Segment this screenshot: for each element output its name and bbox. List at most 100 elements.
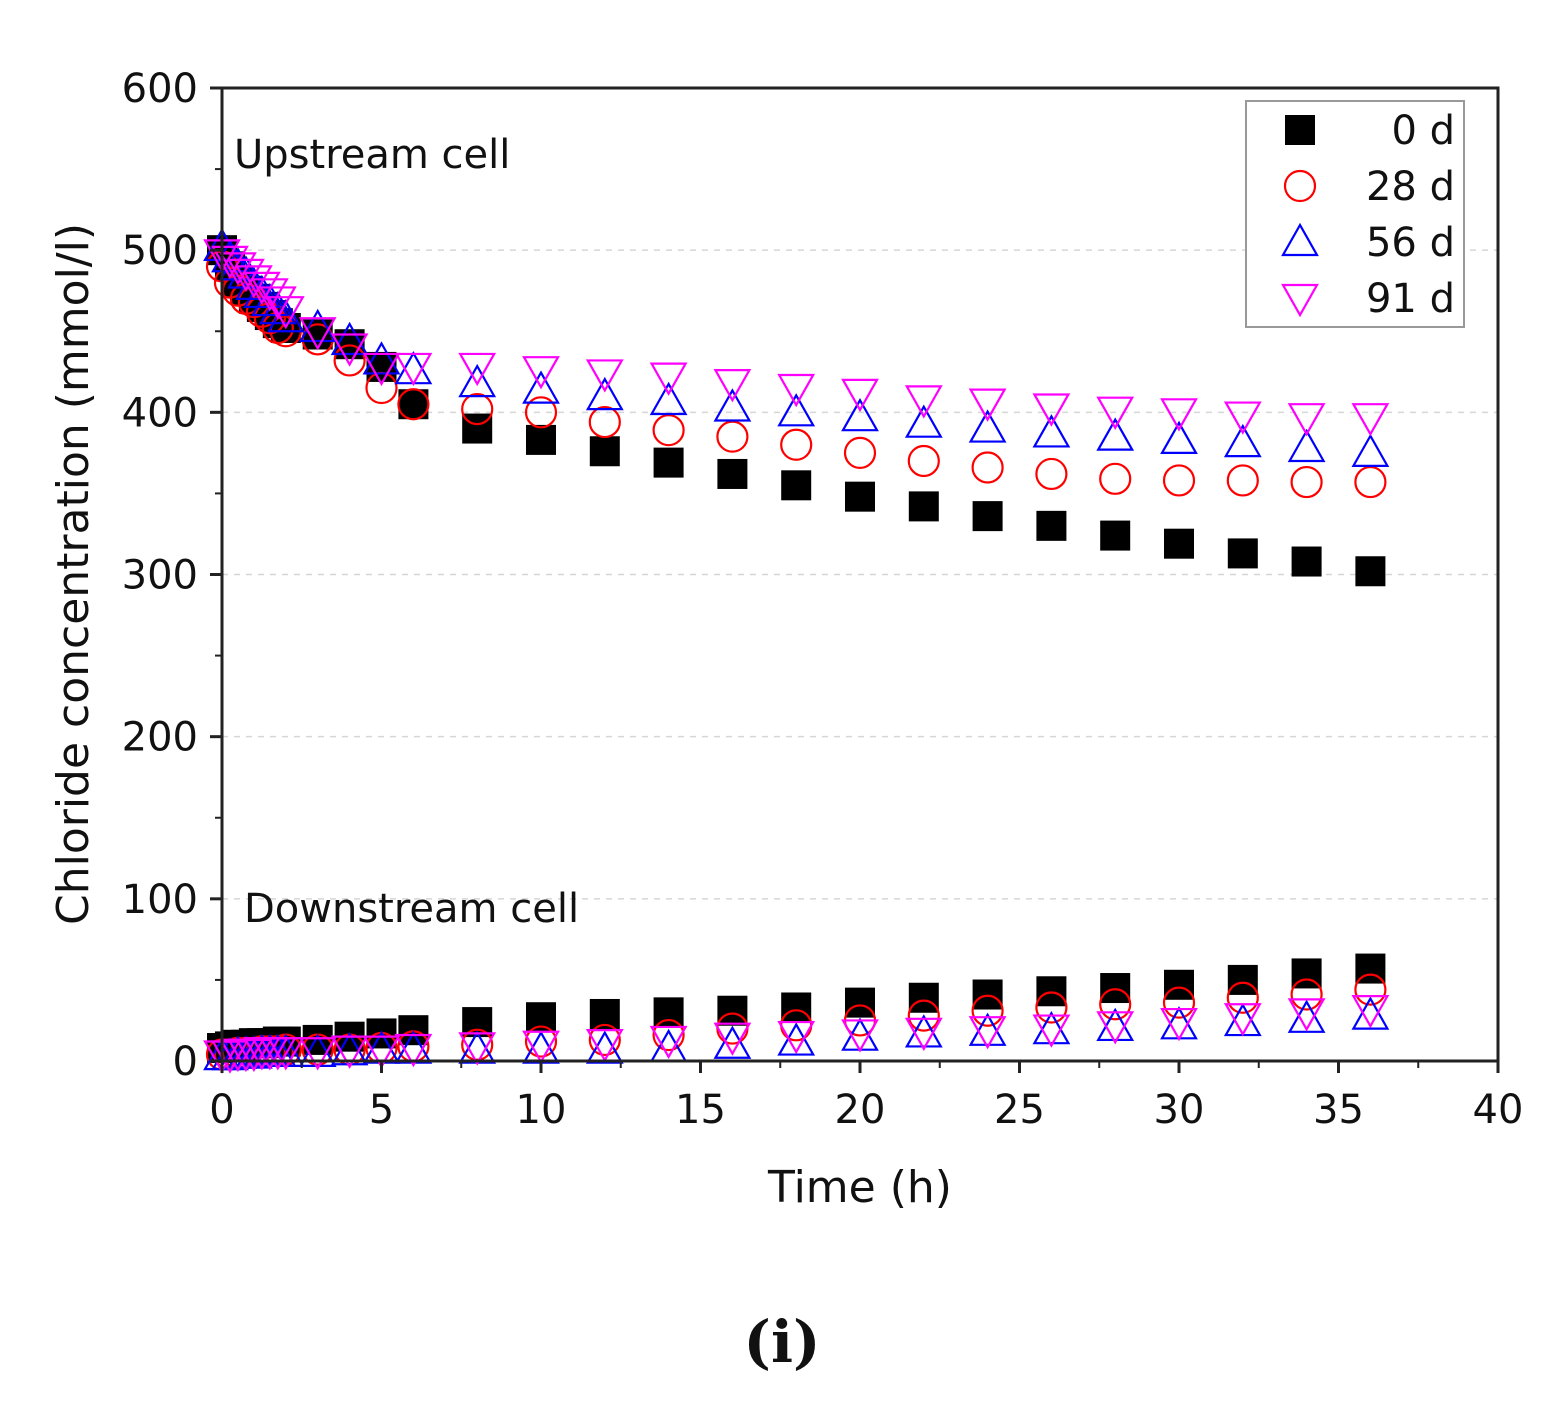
point-0d-downstream-21 — [972, 979, 1003, 1010]
point-28d-upstream-19 — [843, 436, 877, 469]
point-28d-downstream-21 — [971, 994, 1004, 1027]
point-0d-upstream-14 — [526, 424, 556, 455]
point-0d-upstream-25 — [1227, 538, 1258, 569]
point-28d-upstream-12 — [397, 388, 430, 421]
point-56d-upstream-25 — [1223, 423, 1262, 458]
x-tick-label-0: 0 — [209, 1087, 234, 1133]
point-91d-upstream-25 — [1223, 401, 1262, 435]
point-56d-downstream-18 — [777, 1022, 816, 1056]
legend-box — [1245, 100, 1465, 328]
point-91d-upstream-20 — [904, 385, 943, 419]
y-tick-label-6: 600 — [122, 66, 198, 112]
point-56d-upstream-5 — [242, 274, 281, 309]
legend-marker-0 — [1285, 115, 1315, 145]
legend: 0 d 28 d 56 d 91 d — [1245, 100, 1465, 328]
x-tick-label-4: 20 — [835, 1087, 886, 1133]
point-91d-downstream-10 — [330, 1035, 369, 1069]
point-91d-upstream-21 — [968, 388, 1007, 422]
point-91d-downstream-19 — [841, 1019, 879, 1053]
point-91d-downstream-12 — [394, 1033, 433, 1068]
x-tick-label-1: 5 — [369, 1087, 394, 1133]
point-28d-downstream-15 — [588, 1023, 621, 1057]
point-56d-upstream-12 — [394, 350, 433, 385]
point-91d-downstream-8 — [266, 1037, 305, 1071]
series-91d — [203, 239, 1390, 1074]
x-tick-label-6: 30 — [1154, 1087, 1205, 1133]
point-91d-downstream-13 — [458, 1032, 497, 1066]
point-28d-upstream-23 — [1099, 462, 1132, 495]
point-0d-downstream-23 — [1100, 973, 1131, 1004]
point-0d-downstream-19 — [845, 987, 875, 1018]
point-0d-upstream-20 — [908, 491, 939, 522]
series-0d — [207, 235, 1386, 1064]
point-28d-upstream-17 — [716, 420, 749, 453]
legend-label-1: 28 d — [1366, 164, 1455, 210]
point-56d-upstream-21 — [968, 409, 1007, 443]
point-91d-downstream-9 — [298, 1037, 337, 1071]
point-56d-upstream-14 — [522, 370, 560, 404]
x-tick-label-8: 40 — [1473, 1087, 1524, 1133]
point-91d-downstream-23 — [1096, 1011, 1135, 1045]
point-0d-downstream-20 — [908, 982, 939, 1013]
point-91d-upstream-16 — [649, 362, 688, 396]
point-0d-upstream-19 — [845, 481, 875, 512]
point-56d-downstream-27 — [1351, 996, 1390, 1030]
point-91d-downstream-26 — [1287, 998, 1326, 1032]
point-28d-upstream-14 — [524, 396, 558, 429]
point-91d-downstream-27 — [1351, 995, 1390, 1029]
point-56d-upstream-9 — [298, 308, 337, 343]
point-91d-downstream-17 — [713, 1022, 752, 1056]
legend-label-3: 91 d — [1366, 276, 1455, 322]
grid-lines — [222, 249, 1498, 900]
point-91d-upstream-11 — [362, 352, 401, 387]
annotation-upstream-cell: Upstream cell — [234, 132, 510, 178]
point-56d-upstream-24 — [1160, 420, 1198, 455]
point-91d-upstream-22 — [1032, 393, 1071, 427]
legend-marker-1 — [1283, 169, 1317, 203]
point-56d-downstream-22 — [1032, 1010, 1071, 1045]
point-28d-upstream-21 — [971, 451, 1004, 484]
point-91d-downstream-15 — [585, 1029, 624, 1063]
point-56d-downstream-17 — [713, 1025, 752, 1059]
point-0d-downstream-14 — [526, 1002, 556, 1033]
point-91d-upstream-8 — [266, 296, 305, 330]
annotation-downstream-cell: Downstream cell — [244, 886, 579, 932]
point-91d-upstream-7 — [258, 286, 297, 320]
point-28d-upstream-13 — [461, 392, 494, 426]
point-0d-downstream-16 — [653, 997, 684, 1028]
point-0d-upstream-21 — [972, 501, 1003, 532]
point-0d-downstream-24 — [1164, 969, 1194, 1000]
point-0d-downstream-12 — [398, 1015, 429, 1046]
point-56d-upstream-16 — [649, 381, 688, 416]
point-0d-upstream-22 — [1036, 510, 1067, 541]
point-56d-upstream-26 — [1287, 428, 1326, 463]
point-0d-downstream-22 — [1036, 976, 1067, 1007]
point-56d-upstream-11 — [362, 341, 401, 375]
point-0d-upstream-13 — [462, 413, 493, 444]
point-56d-upstream-27 — [1351, 433, 1390, 467]
point-0d-upstream-17 — [717, 458, 748, 489]
x-tick-label-3: 15 — [675, 1087, 726, 1133]
point-28d-upstream-22 — [1035, 457, 1068, 491]
point-91d-downstream-16 — [649, 1025, 688, 1060]
point-0d-upstream-18 — [781, 470, 812, 501]
point-56d-downstream-20 — [904, 1014, 943, 1048]
point-91d-upstream-18 — [777, 373, 816, 408]
legend-marker-2 — [1281, 222, 1319, 257]
point-91d-downstream-24 — [1160, 1007, 1198, 1042]
point-91d-upstream-3 — [227, 258, 265, 293]
point-28d-downstream-23 — [1099, 988, 1132, 1021]
point-91d-upstream-2 — [219, 252, 257, 286]
point-28d-downstream-22 — [1035, 991, 1068, 1024]
point-28d-downstream-24 — [1162, 986, 1196, 1019]
point-28d-downstream-16 — [652, 1018, 685, 1052]
y-tick-label-5: 500 — [122, 228, 198, 274]
point-56d-upstream-18 — [777, 393, 816, 427]
point-56d-downstream-21 — [968, 1012, 1007, 1046]
point-91d-upstream-23 — [1096, 396, 1135, 430]
point-28d-downstream-27 — [1354, 973, 1387, 1006]
x-tick-label-7: 35 — [1313, 1087, 1364, 1133]
y-axis-label: Chloride concentration (mmol/l) — [48, 223, 99, 925]
point-56d-upstream-22 — [1032, 414, 1071, 448]
